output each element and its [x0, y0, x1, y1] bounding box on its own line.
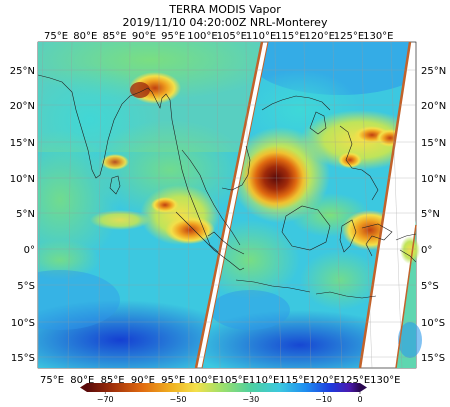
lat-left-label: 20°N: [10, 101, 35, 112]
lon-top-label: 80°E: [73, 31, 97, 42]
lat-left-label: 0°: [24, 245, 35, 256]
lat-right-label: 15°S: [421, 353, 445, 364]
lon-top-label: 90°E: [132, 31, 156, 42]
lon-bottom-label: 130°E: [370, 375, 400, 386]
colorbar: [87, 383, 360, 392]
title-line-2: 2019/11/10 04:20:00Z NRL-Monterey: [123, 16, 328, 29]
lat-right-label: 5°S: [421, 281, 439, 292]
lat-left-label: 5°N: [16, 209, 35, 220]
lat-right-label: 5°N: [421, 209, 440, 220]
lat-left-label: 15°N: [10, 138, 35, 149]
lat-right-label: 15°N: [421, 138, 446, 149]
colorbar-tick-label: −50: [170, 395, 187, 404]
graticule: [38, 42, 416, 368]
lon-bottom-label: 120°E: [309, 375, 339, 386]
lon-top-label: 95°E: [161, 31, 185, 42]
lat-left-label: 5°S: [17, 281, 35, 292]
colorbar-tick-label: −70: [97, 395, 114, 404]
lon-bottom-label: 90°E: [131, 375, 155, 386]
lat-right-labels: 25°N 20°N 15°N 10°N 5°N 0° 5°S 10°S 15°S: [421, 66, 446, 364]
lon-top-label: 130°E: [363, 31, 393, 42]
lon-top-label: 75°E: [44, 31, 68, 42]
lat-right-label: 0°: [421, 245, 432, 256]
colorbar-left-arrow: [80, 383, 87, 392]
swath-middle: [202, 42, 410, 368]
lon-top-label: 125°E: [334, 31, 364, 42]
lat-right-label: 20°N: [421, 101, 446, 112]
colorbar-ticks: −70 −50 −30 −10 0: [97, 392, 363, 404]
coastlines: [38, 74, 416, 299]
lon-top-label: 115°E: [275, 31, 305, 42]
lon-bottom-label: 75°E: [40, 375, 64, 386]
lat-right-label: 10°N: [421, 174, 446, 185]
lat-right-label: 10°S: [421, 318, 445, 329]
colorbar-tick-label: −30: [242, 395, 259, 404]
lon-bottom-label: 115°E: [279, 375, 309, 386]
lon-bottom-label: 125°E: [340, 375, 370, 386]
lon-top-label: 105°E: [217, 31, 247, 42]
lat-left-label: 25°N: [10, 66, 35, 77]
lon-top-label: 110°E: [246, 31, 276, 42]
lon-bottom-label: 95°E: [161, 375, 185, 386]
colorbar-tick-label: 0: [357, 395, 362, 404]
lat-left-label: 15°S: [11, 353, 35, 364]
lon-bottom-label: 80°E: [70, 375, 94, 386]
title-line-1: TERRA MODIS Vapor: [168, 3, 281, 16]
lon-bottom-label: 110°E: [249, 375, 279, 386]
lat-right-label: 25°N: [421, 66, 446, 77]
lon-bottom-labels: 75°E 80°E 85°E 90°E 95°E 100°E 105°E 110°E 115°E…: [40, 375, 401, 386]
lat-left-labels: 25°N 20°N 15°N 10°N 5°N 0° 5°S 10°S 15°S: [10, 66, 35, 364]
swath-edges: [194, 41, 417, 369]
swath-left: [38, 42, 262, 368]
lat-left-label: 10°N: [10, 174, 35, 185]
lon-top-label: 85°E: [103, 31, 127, 42]
lon-bottom-label: 105°E: [219, 375, 249, 386]
colorbar-tick-label: −10: [315, 395, 332, 404]
lon-bottom-label: 85°E: [101, 375, 125, 386]
lon-top-labels: 75°E 80°E 85°E 90°E 95°E 100°E105°E110°E115°E…: [44, 31, 394, 42]
colorbar-right-arrow: [360, 383, 367, 392]
lon-bottom-label: 100°E: [188, 375, 218, 386]
lon-top-label: 120°E: [304, 31, 334, 42]
lat-left-label: 10°S: [11, 318, 35, 329]
lon-top-label: 100°E: [187, 31, 217, 42]
